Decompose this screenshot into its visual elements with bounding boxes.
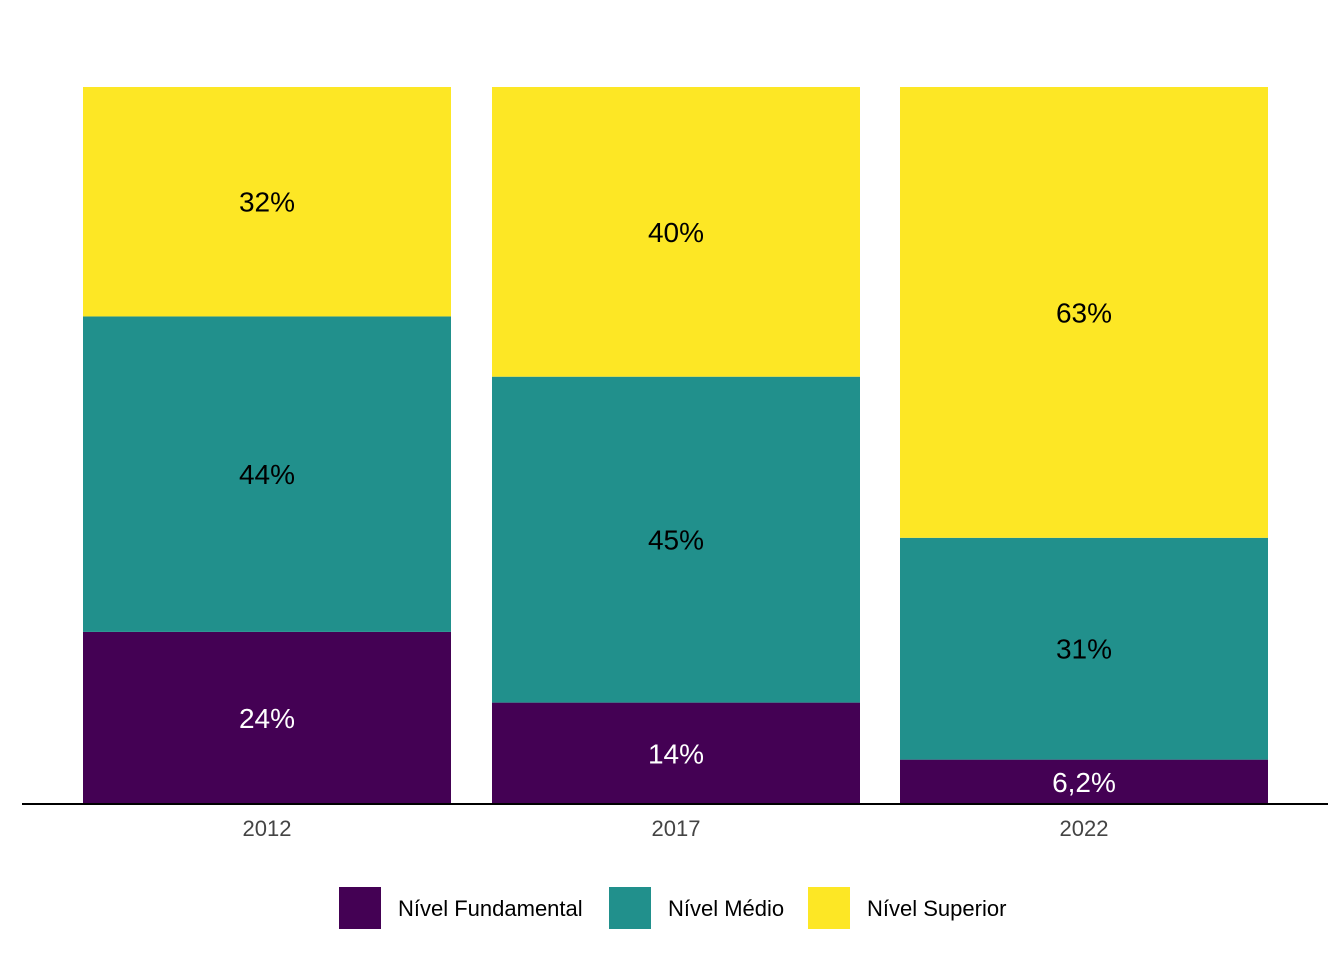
legend-swatch-1 bbox=[339, 887, 381, 929]
legend-label-1: Nível Fundamental bbox=[398, 896, 583, 921]
data-label-2017-2: 45% bbox=[648, 525, 704, 556]
bar-segment-2012-3 bbox=[83, 87, 451, 317]
bar-segment-2022-2 bbox=[900, 537, 1268, 760]
bar-segment-2012-1 bbox=[83, 631, 451, 804]
data-label-2012-3: 32% bbox=[239, 187, 295, 218]
data-label-2012-2: 44% bbox=[239, 459, 295, 490]
x-tick-labels: 2012 2017 2022 bbox=[243, 816, 1109, 841]
bar-segment-2017-2 bbox=[492, 376, 860, 703]
data-label-2022-1: 6,2% bbox=[1052, 767, 1116, 798]
bars-layer bbox=[83, 87, 1268, 804]
x-tick-label-2017: 2017 bbox=[652, 816, 701, 841]
data-label-2022-3: 63% bbox=[1056, 297, 1112, 328]
data-label-2017-1: 14% bbox=[648, 738, 704, 769]
data-label-2017-3: 40% bbox=[648, 217, 704, 248]
x-tick-label-2012: 2012 bbox=[243, 816, 292, 841]
data-label-2022-2: 31% bbox=[1056, 634, 1112, 665]
data-label-2012-1: 24% bbox=[239, 703, 295, 734]
legend-label-3: Nível Superior bbox=[867, 896, 1006, 921]
legend-swatch-3 bbox=[808, 887, 850, 929]
bar-segment-2017-3 bbox=[492, 87, 860, 377]
legend-label-2: Nível Médio bbox=[668, 896, 784, 921]
legend-swatch-2 bbox=[609, 887, 651, 929]
x-tick-label-2022: 2022 bbox=[1060, 816, 1109, 841]
bar-segment-2022-3 bbox=[900, 87, 1268, 538]
bar-segment-2012-2 bbox=[83, 316, 451, 632]
legend: Nível Fundamental Nível Médio Nível Superi… bbox=[339, 887, 1006, 929]
bar-segment-2022-1 bbox=[900, 759, 1268, 804]
bar-segment-2017-1 bbox=[492, 702, 860, 804]
data-labels-layer: 24% 44% 32% 14% 45% 40% 6,2% 31% 63% bbox=[239, 187, 1116, 798]
